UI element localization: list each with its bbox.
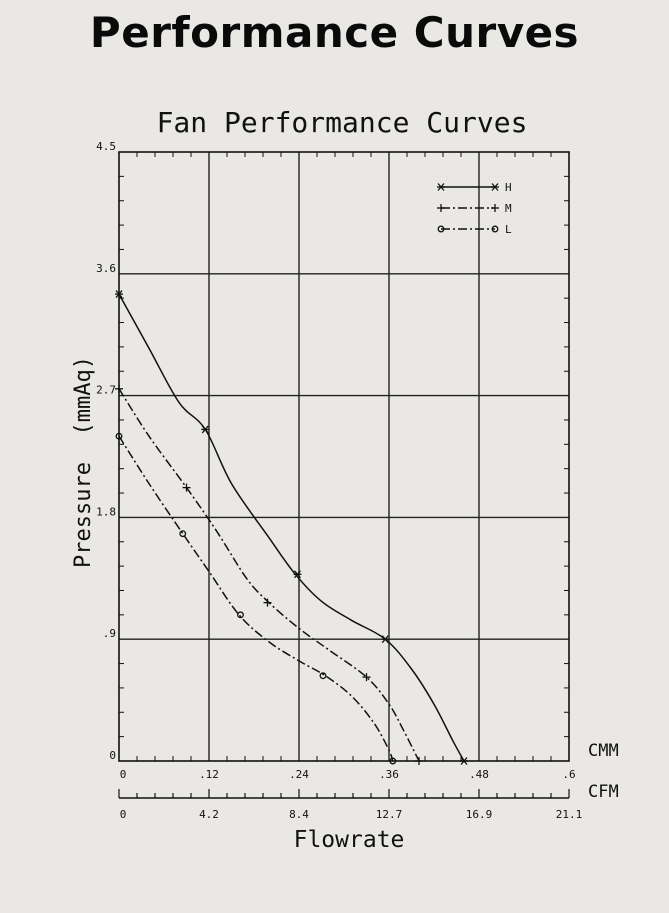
chart-grid: [119, 152, 569, 761]
cfm-tick-label-4: 16.9: [466, 808, 493, 821]
legend-marker-H: [437, 183, 445, 191]
legend-label-L: L: [505, 223, 512, 236]
y-tick-labels: 0 .9 1.8 2.7 3.6 4.5: [96, 140, 116, 762]
plot-border: [118, 151, 570, 762]
y-tick-label-5: 4.5: [96, 140, 116, 153]
x-tick-label-5: .6: [562, 768, 575, 781]
cfm-tick-label-1: 4.2: [199, 808, 219, 821]
x-tick-label-0: 0: [120, 768, 127, 781]
series-L-point-0: [115, 432, 123, 440]
legend-marker-L: [491, 225, 499, 233]
x-tick-label-3: .36: [379, 768, 399, 781]
legend-marker-M: [437, 204, 445, 212]
chart-title: Fan Performance Curves: [157, 106, 528, 139]
legend-marker-H: [491, 183, 499, 191]
x-tick-label-1: .12: [199, 768, 219, 781]
legend-label-H: H: [505, 181, 512, 194]
series-L-point-1: [179, 530, 187, 538]
y-tick-label-2: 1.8: [96, 505, 116, 518]
y-tick-label-1: .9: [103, 627, 116, 640]
y-tick-label-4: 3.6: [96, 262, 116, 275]
series-M-point-0: [115, 384, 123, 393]
series-markers: [115, 290, 468, 765]
series-H-point-1: [201, 425, 210, 434]
x-unit-primary: CMM: [588, 741, 619, 761]
series-H-point-4: [460, 757, 468, 765]
series-L-point-4: [389, 757, 397, 765]
legend-marker-L: [437, 225, 445, 233]
cfm-tick-label-3: 12.7: [376, 808, 403, 821]
y-axis-label: Pressure (mmAq): [71, 356, 96, 568]
minor-ticks: [119, 152, 569, 761]
y-tick-label-3: 2.7: [96, 384, 116, 397]
page-heading: Performance Curves: [89, 8, 580, 57]
series-H-point-0: [115, 290, 123, 299]
series-L-point-3: [319, 672, 327, 680]
series-lines: [118, 293, 465, 762]
series-M-point-2: [263, 598, 272, 607]
series-M-point-3: [362, 673, 371, 682]
x-tick-labels: 0 .12 .24 .36 .48 .6: [120, 768, 576, 781]
series-H-point-2: [293, 570, 302, 579]
x-tick-label-2: .24: [289, 768, 309, 781]
series-line-M: [118, 388, 420, 762]
series-M-point-1: [182, 483, 191, 492]
legend-label-M: M: [505, 202, 512, 215]
cfm-tick-label-0: 0: [120, 808, 127, 821]
chart-legend: HML: [437, 181, 512, 236]
series-line-H: [118, 293, 465, 762]
legend-marker-M: [491, 204, 499, 212]
cfm-tick-label-5: 21.1: [556, 808, 583, 821]
series-L-point-2: [237, 611, 244, 619]
series-M-point-4: [415, 757, 423, 765]
plot-frame: [118, 151, 570, 762]
y-tick-label-0: 0: [109, 749, 116, 762]
x-axis-label: Flowrate: [294, 827, 405, 853]
series-H-point-3: [381, 635, 390, 644]
x-tick-label-4: .48: [469, 768, 489, 781]
cfm-axis: 0 4.2 8.4 12.7 16.9 21.1: [118, 789, 583, 821]
cfm-tick-label-2: 8.4: [289, 808, 309, 821]
series-line-L: [118, 435, 394, 762]
x-unit-secondary: CFM: [588, 782, 619, 802]
